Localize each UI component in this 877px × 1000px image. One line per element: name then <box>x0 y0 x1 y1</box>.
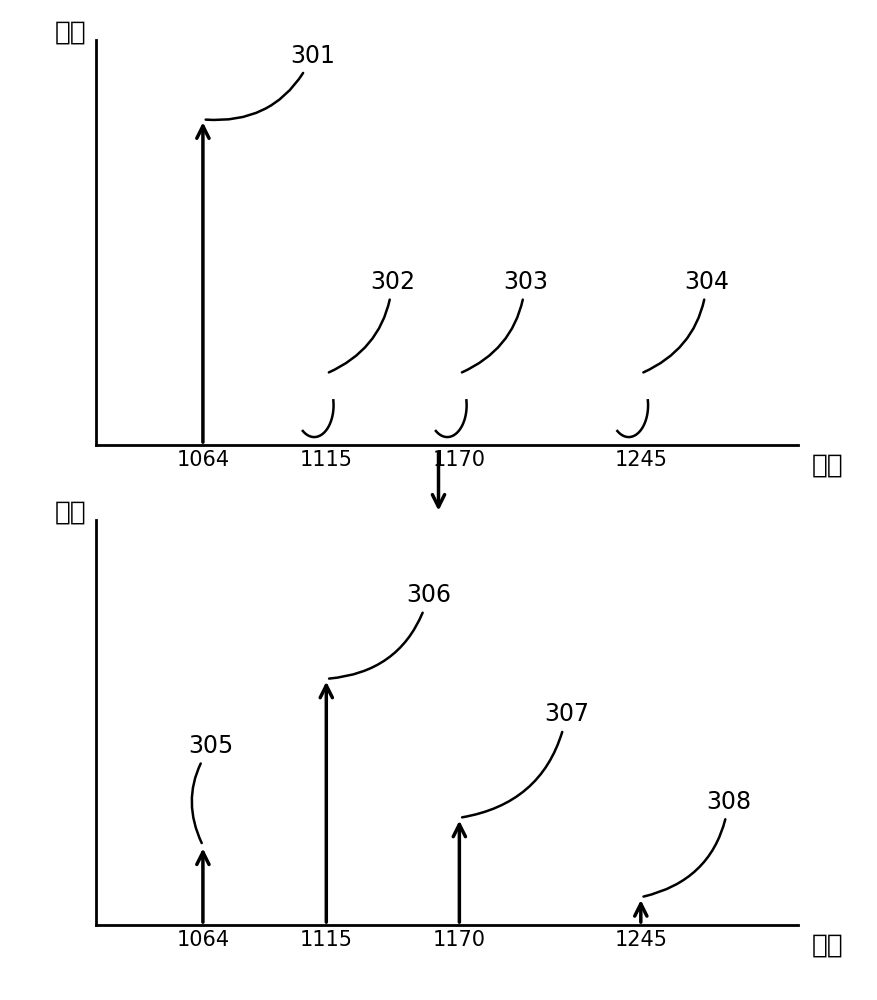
Text: 308: 308 <box>644 790 752 897</box>
Text: 305: 305 <box>189 734 233 843</box>
Text: 301: 301 <box>206 44 335 120</box>
Text: 功率: 功率 <box>54 20 86 46</box>
Text: 307: 307 <box>462 702 589 817</box>
Text: 306: 306 <box>329 583 451 679</box>
Text: 波长: 波长 <box>812 452 844 478</box>
Text: 功率: 功率 <box>54 500 86 526</box>
Text: 304: 304 <box>644 270 730 372</box>
Text: 波长: 波长 <box>812 932 844 958</box>
Text: 302: 302 <box>329 270 415 372</box>
Text: 303: 303 <box>462 270 548 372</box>
